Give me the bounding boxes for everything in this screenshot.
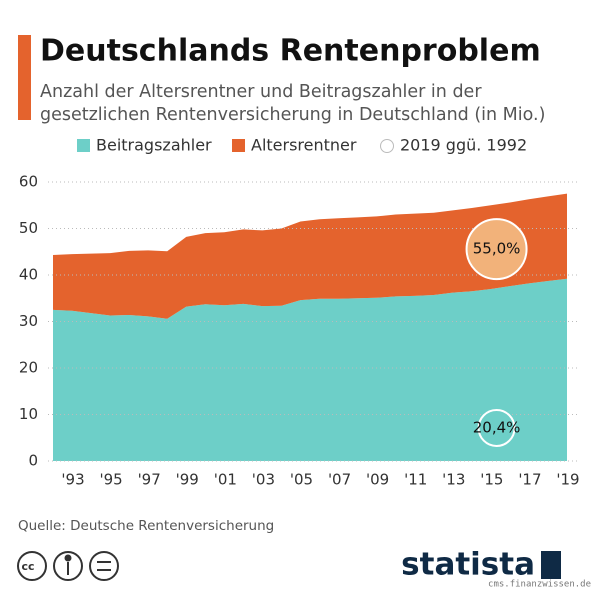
- x-tick-label: '13: [442, 471, 465, 489]
- x-tick-label: '15: [480, 471, 503, 489]
- x-tick-label: '99: [176, 471, 199, 489]
- legend-swatch: [380, 139, 394, 153]
- chart-title: Deutschlands Rentenproblem: [40, 34, 541, 69]
- x-tick-label: '93: [61, 471, 84, 489]
- subtitle: gesetzlichen Rentenversicherung in Deuts…: [40, 105, 545, 125]
- x-tick-label: '03: [252, 471, 275, 489]
- logo-icon: [541, 551, 561, 579]
- annotation-label: 20,4%: [473, 418, 521, 436]
- y-tick-label: 60: [19, 173, 38, 191]
- annotation-circle: [477, 408, 516, 447]
- source: Quelle: Deutsche Rentenversicherung: [18, 518, 274, 534]
- x-tick-label: '05: [290, 471, 313, 489]
- legend-swatch: [77, 139, 90, 152]
- logo: statista: [401, 547, 535, 583]
- title-bar: [18, 35, 31, 120]
- annotation-label: 55,0%: [473, 240, 521, 258]
- y-tick-label: 30: [19, 312, 38, 330]
- y-tick-label: 50: [19, 219, 38, 237]
- x-tick-label: '17: [518, 471, 541, 489]
- legend-label: 2019 ggü. 1992: [400, 136, 527, 155]
- legend-label: Altersrentner: [251, 136, 357, 155]
- legend-label: Beitragszahler: [96, 136, 212, 155]
- x-tick-label: '19: [556, 471, 579, 489]
- y-tick-label: 10: [19, 405, 38, 423]
- watermark: cms.finanzwissen.de: [488, 580, 591, 590]
- x-tick-label: '09: [366, 471, 389, 489]
- license-icons: [17, 551, 119, 581]
- y-tick-label: 40: [19, 266, 38, 284]
- area: [53, 193, 567, 319]
- cc-icon: cc: [21, 560, 34, 573]
- annotation-circle: [465, 218, 528, 281]
- subtitle: Anzahl der Altersrentner und Beitragszah…: [40, 82, 482, 102]
- x-tick-label: '95: [100, 471, 123, 489]
- x-tick-label: '07: [328, 471, 351, 489]
- legend-swatch: [232, 139, 245, 152]
- y-tick-label: 0: [28, 452, 38, 470]
- x-tick-label: '97: [138, 471, 161, 489]
- x-tick-label: '11: [404, 471, 427, 489]
- x-tick-label: '01: [214, 471, 237, 489]
- area: [53, 278, 567, 461]
- y-tick-label: 20: [19, 359, 38, 377]
